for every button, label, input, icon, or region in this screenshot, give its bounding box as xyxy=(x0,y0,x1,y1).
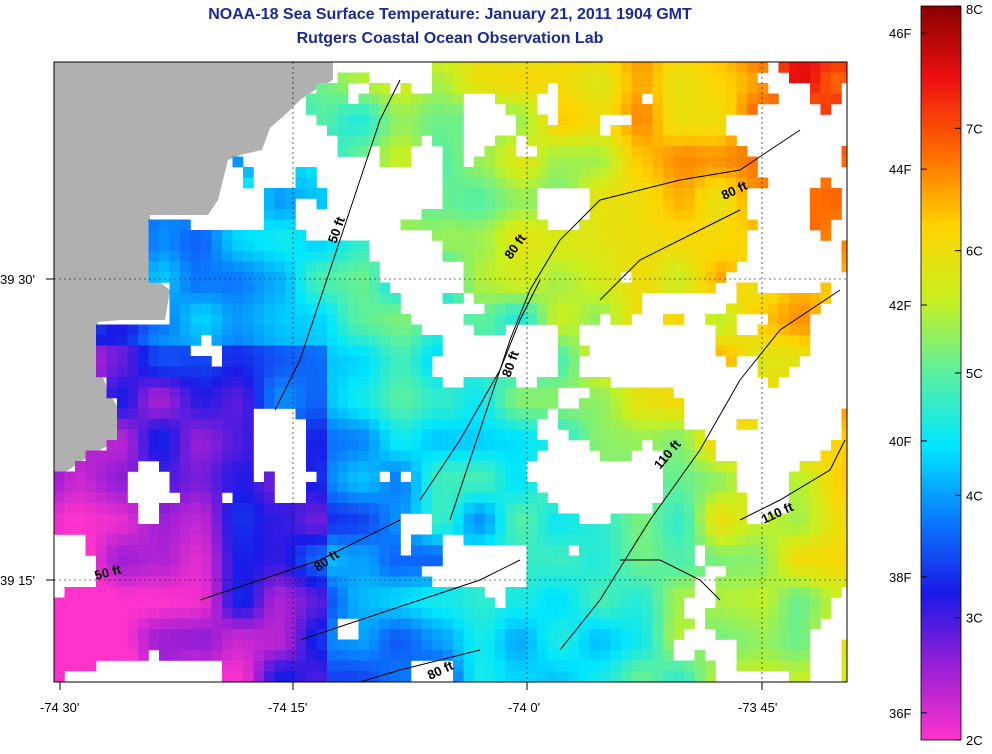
axis-ticks xyxy=(46,278,763,690)
land-area xyxy=(54,62,333,480)
contour-label-50ft-south: 50 ft xyxy=(93,561,123,583)
sst-cells xyxy=(54,62,847,682)
depth-contours xyxy=(199,79,846,682)
lon-tick-4: -73 45' xyxy=(738,700,777,715)
lat-tick-2: 39 15' xyxy=(0,573,35,588)
map-title: NOAA-18 Sea Surface Temperature: January… xyxy=(208,6,692,23)
map-subtitle: Rutgers Coastal Ocean Observation Lab xyxy=(296,30,604,47)
map-frame xyxy=(53,61,848,683)
lon-tick-2: -74 15' xyxy=(268,700,307,715)
lon-tick-1: -74 30' xyxy=(40,700,79,715)
lon-tick-3: -74 0' xyxy=(508,700,540,715)
lat-tick-1: 39 30' xyxy=(0,272,35,287)
grid-lines xyxy=(54,62,847,682)
